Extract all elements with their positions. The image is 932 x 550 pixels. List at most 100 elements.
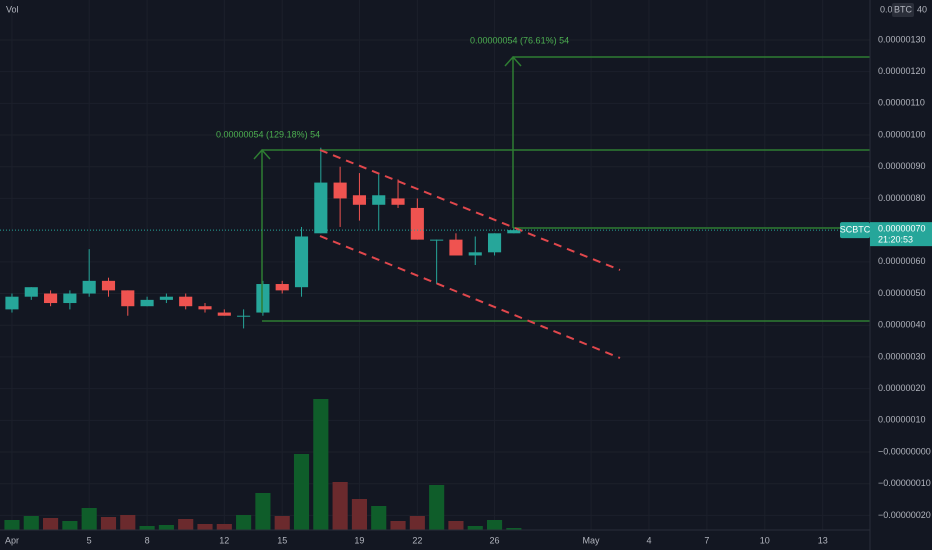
grid <box>0 0 870 530</box>
y-tick-label: 0.00000040 <box>878 320 926 330</box>
unit-label: BTC <box>894 4 913 14</box>
candle-body <box>449 239 463 256</box>
volume-bar <box>236 515 252 530</box>
candle-body <box>487 233 502 253</box>
x-tick-label: 19 <box>354 535 364 545</box>
candle-body <box>314 182 328 234</box>
volume-bar <box>216 524 232 530</box>
y-tick-label: 0.00000100 <box>878 129 926 139</box>
volume-bar <box>197 524 213 530</box>
y-tick-label: 0.00000090 <box>878 161 926 171</box>
volume-pane <box>4 399 522 530</box>
volume-bar <box>120 515 136 530</box>
channel-line <box>319 149 621 271</box>
volume-bar <box>43 518 59 530</box>
x-tick-label: 13 <box>818 535 828 545</box>
candle-body <box>121 290 135 307</box>
candle-body <box>468 252 482 256</box>
candle-body <box>140 299 154 307</box>
volume-bar <box>139 526 155 530</box>
header-tick: 40 <box>917 4 927 14</box>
channel <box>319 149 621 359</box>
volume-bar <box>506 528 522 530</box>
x-tick-label: 22 <box>412 535 422 545</box>
candle-body <box>179 296 193 307</box>
candle-body <box>63 293 77 304</box>
volume-bar <box>62 521 78 530</box>
volume-bar <box>448 521 464 530</box>
candle-body <box>275 284 289 291</box>
volume-bar <box>390 521 406 530</box>
volume-bar <box>332 482 348 530</box>
candle-body <box>294 236 309 288</box>
volume-bar <box>81 508 97 530</box>
volume-bar <box>100 517 117 530</box>
candle-body <box>333 182 347 199</box>
x-tick-label: 26 <box>490 535 500 545</box>
y-axis-labels: 0.00000130 0.00000120 0.00000110 0.00000100… <box>878 34 931 519</box>
candle-body <box>352 195 366 205</box>
candle-body <box>44 293 58 304</box>
y-tick-label: 0.00000060 <box>878 256 926 266</box>
candle-body <box>5 296 19 310</box>
candle-body <box>101 280 116 291</box>
volume-bar <box>371 506 387 530</box>
unit-badge <box>892 3 914 17</box>
y-tick-label: 0.00000110 <box>878 98 925 108</box>
countdown-label: 21:20:53 <box>878 235 913 245</box>
y-tick-label: 0.00000010 <box>878 415 926 425</box>
candle-body <box>372 195 386 205</box>
symbol-label: SCBTC <box>840 225 871 235</box>
candles <box>5 147 521 329</box>
x-tick-label: 4 <box>646 535 651 545</box>
candle-body <box>430 239 444 241</box>
price-label: 0.00000070 <box>878 224 926 234</box>
volume-bar <box>293 454 310 530</box>
candle-body <box>410 207 424 240</box>
channel-line <box>319 235 621 359</box>
annotation: 0.00000054 (129.18%) 54 <box>216 129 320 139</box>
x-tick-label: May <box>583 535 601 545</box>
volume-bar <box>351 499 367 530</box>
arrow-head <box>253 148 271 160</box>
volume-label: Vol <box>6 4 19 14</box>
y-tick-label: 0.00000030 <box>878 351 926 361</box>
symbol-tag <box>840 222 870 239</box>
y-tick-label: 0.00000130 <box>878 34 926 44</box>
y-tick-label: 0.00000050 <box>878 288 926 298</box>
candle-body <box>391 198 405 205</box>
volume-bar <box>158 525 174 530</box>
volume-bar <box>274 516 290 530</box>
candle-body <box>507 230 521 234</box>
candle-body <box>24 287 38 297</box>
candle-body <box>82 280 96 294</box>
candle-body <box>198 306 212 310</box>
candle-body <box>159 296 173 300</box>
candle-body <box>256 284 270 313</box>
arrow-head <box>504 55 522 67</box>
annotation: 0.00000054 (76.61%) 54 <box>470 35 569 45</box>
x-tick-label: 5 <box>87 535 92 545</box>
volume-bar <box>4 520 20 530</box>
volume-bar <box>409 516 425 530</box>
volume-bar <box>467 526 483 530</box>
price-tag <box>870 222 932 247</box>
y-tick-label: −0.00000020 <box>878 510 931 520</box>
volume-bar <box>255 493 271 530</box>
x-tick-label: 7 <box>704 535 709 545</box>
volume-bar <box>23 516 39 530</box>
x-tick-label: 12 <box>219 535 229 545</box>
volume-bar <box>486 520 503 530</box>
x-tick-label: 10 <box>760 535 770 545</box>
y-tick-label: 0.00000080 <box>878 193 926 203</box>
x-tick-label: 15 <box>277 535 287 545</box>
y-tick-label: −0.00000010 <box>878 478 931 488</box>
volume-bar <box>178 519 194 530</box>
drawings <box>253 55 870 322</box>
volume-bar <box>313 399 329 530</box>
y-tick-label: 0.00000120 <box>878 66 926 76</box>
candle-body <box>237 315 251 317</box>
